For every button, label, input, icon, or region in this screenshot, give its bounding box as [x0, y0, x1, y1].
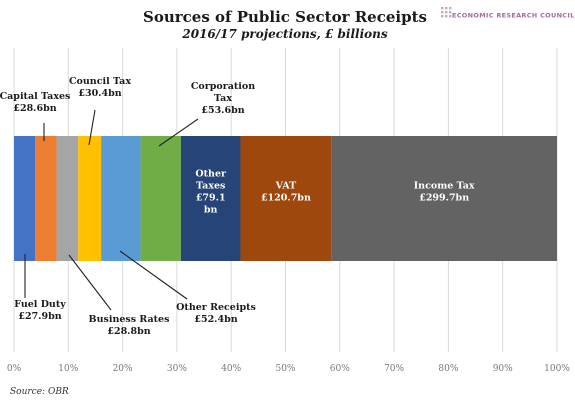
- bar-segment-corporation-tax: [140, 136, 181, 261]
- chart-title: Sources of Public Sector Receipts: [143, 8, 427, 26]
- leader-line: [158, 118, 199, 147]
- x-tick-label: 70%: [384, 364, 404, 374]
- data-labels: Fuel Duty £27.9bn Capital Taxes £28.6bn Busi…: [0, 76, 475, 337]
- x-tick-label: 60%: [330, 364, 350, 374]
- label-other-taxes: Other Taxes £79.1 bn: [195, 169, 227, 216]
- x-tick-label: 100%: [544, 364, 570, 374]
- label-capital-taxes: Capital Taxes £28.6bn: [0, 91, 70, 114]
- bar-segment-other-receipts: [101, 136, 141, 261]
- leader-line: [88, 109, 96, 146]
- label-vat: VAT £120.7bn: [261, 181, 311, 204]
- source-note: Source: OBR: [10, 387, 69, 397]
- x-tick-label: 90%: [493, 364, 513, 374]
- leader-line: [68, 254, 112, 311]
- label-business-rates: Business Rates £28.8bn: [89, 314, 170, 337]
- brand-name: ECONOMIC RESEARCH COUNCIL: [452, 12, 575, 20]
- x-tick-label: 40%: [221, 364, 241, 374]
- label-council-tax: Council Tax £30.4bn: [69, 76, 131, 99]
- bar-segment-capital-taxes: [35, 136, 57, 261]
- bar-segment-vat: [240, 136, 332, 261]
- bar-segment-business-rates: [56, 136, 79, 261]
- x-tick-label: 20%: [113, 364, 133, 374]
- bar-segment-council-tax: [78, 136, 102, 261]
- label-income-tax: Income Tax £299.7bn: [414, 181, 475, 204]
- x-axis-ticks: 0% 10% 20% 30% 40% 50% 60% 70% 80% 90% 100%: [7, 364, 570, 374]
- x-tick-label: 0%: [7, 364, 22, 374]
- chart-subtitle: 2016/17 projections, £ billions: [181, 27, 387, 41]
- leader-lines: [24, 109, 199, 311]
- x-tick-label: 80%: [438, 364, 458, 374]
- bar-segment-income-tax: [331, 136, 557, 261]
- bar-segment-other-taxes: [180, 136, 241, 261]
- x-tick-label: 10%: [58, 364, 78, 374]
- label-other-receipts: Other Receipts £52.4bn: [176, 302, 256, 325]
- label-fuel-duty: Fuel Duty £27.9bn: [14, 299, 66, 322]
- bar-segment-fuel-duty: [14, 136, 36, 261]
- leader-line: [119, 250, 188, 300]
- x-tick-label: 30%: [167, 364, 187, 374]
- stacked-bar: [14, 136, 557, 261]
- label-corporation-tax: Corporation Tax £53.6bn: [191, 81, 255, 116]
- brand-logo-icon: [441, 7, 452, 18]
- x-tick-label: 50%: [275, 364, 295, 374]
